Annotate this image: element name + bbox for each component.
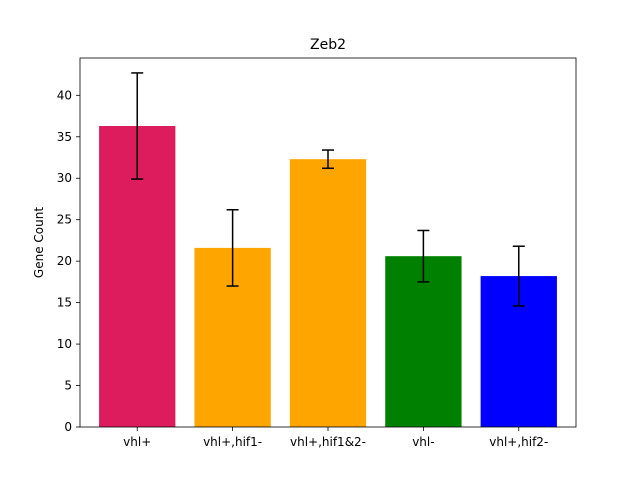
x-tick-label-2: vhl+,hif1&2-: [290, 435, 366, 449]
error-bar-4: [512, 245, 525, 307]
x-tick-label-1: vhl+,hif1-: [203, 435, 262, 449]
error-bar-3: [417, 229, 430, 283]
y-tick-label-4: 20: [57, 254, 72, 268]
y-axis-label: Gene Count: [32, 207, 46, 278]
error-bar-0: [131, 72, 144, 180]
chart-title: Zeb2: [310, 37, 346, 53]
bar-2: [289, 159, 367, 427]
y-tick-label-3: 15: [57, 296, 72, 310]
y-tick-label-8: 40: [57, 88, 72, 102]
y-tick-label-1: 5: [64, 379, 72, 393]
bar-3: [385, 256, 462, 427]
y-tick-label-2: 10: [57, 337, 72, 351]
x-tick-label-0: vhl+: [123, 435, 151, 449]
plot-frame: [79, 57, 577, 428]
y-tick-label-5: 25: [57, 213, 72, 227]
error-bar-2: [322, 149, 334, 170]
y-tick-label-0: 0: [64, 420, 72, 434]
y-tick-label-7: 35: [57, 130, 72, 144]
error-bars-layer: [131, 72, 525, 307]
x-ticks-layer: vhl+ vhl+,hif1- vhl+,hif1&2- vhl-vhl+,hif2-: [123, 427, 548, 449]
y-tick-label-6: 30: [57, 171, 72, 185]
bars-layer: [99, 125, 557, 427]
y-ticks-layer: 0 5 10 15 20 25 30 35 40: [57, 88, 80, 434]
x-tick-label-4: vhl+,hif2-: [489, 435, 548, 449]
error-bar-1: [226, 208, 239, 287]
x-tick-label-3: vhl-: [412, 435, 434, 449]
